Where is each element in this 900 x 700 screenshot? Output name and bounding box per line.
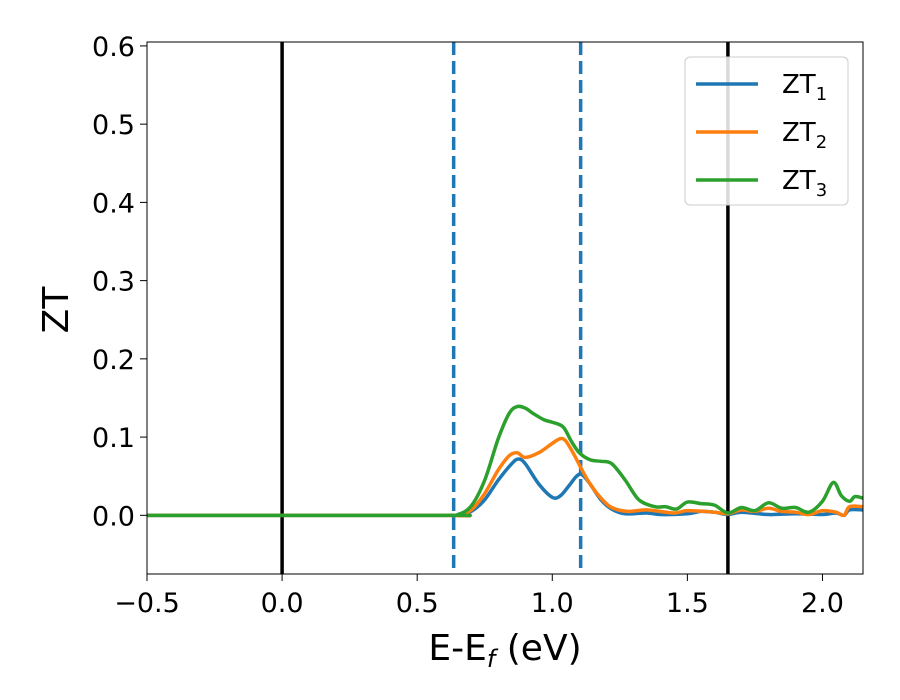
series-layer xyxy=(147,404,863,518)
y-tick-label: 0.5 xyxy=(92,110,135,141)
plot-frame xyxy=(146,41,864,575)
series-line-zt2 xyxy=(147,436,863,518)
x-tick-label: 2.0 xyxy=(801,588,844,619)
x-tick-label: 1.5 xyxy=(666,588,709,619)
legend-label-main: ZT xyxy=(782,70,816,100)
x-tick-label: 1.0 xyxy=(531,588,574,619)
series-line-zt3 xyxy=(147,404,863,518)
legend-label-zt2: ZT2 xyxy=(782,118,827,153)
y-tick-label: 0.6 xyxy=(92,32,135,63)
legend-label-main: ZT xyxy=(782,118,816,148)
legend-box xyxy=(684,56,849,206)
y-axis-label: ZT xyxy=(36,286,77,334)
x-axis-label: E-Ef (eV) xyxy=(428,628,581,673)
legend-label-zt1: ZT1 xyxy=(782,70,827,105)
legend-label-sub: 1 xyxy=(816,84,827,105)
x-axis-label-main: E-E xyxy=(428,628,486,669)
x-axis-label-unit: (eV) xyxy=(495,628,581,669)
legend-label-zt3: ZT3 xyxy=(782,166,827,201)
y-tick-label: 0.3 xyxy=(92,267,135,298)
x-tick-label: −0.5 xyxy=(114,588,180,619)
y-tick-label: 0.4 xyxy=(92,188,135,219)
x-tick-label: 0.5 xyxy=(396,588,439,619)
y-tick-label: 0.0 xyxy=(92,501,135,532)
y-tick-label: 0.2 xyxy=(92,345,135,376)
legend-label-sub: 3 xyxy=(816,180,827,201)
y-tick-label: 0.1 xyxy=(92,423,135,454)
x-tick-label: 0.0 xyxy=(261,588,304,619)
legend-label-main: ZT xyxy=(782,166,816,196)
x-axis-ticks: −0.5 0.0 0.5 1.0 1.5 2.0 xyxy=(114,574,844,619)
legend-label-sub: 2 xyxy=(816,132,827,153)
y-axis-ticks: 0.0 0.1 0.2 0.3 0.4 0.5 0.6 xyxy=(92,32,147,532)
